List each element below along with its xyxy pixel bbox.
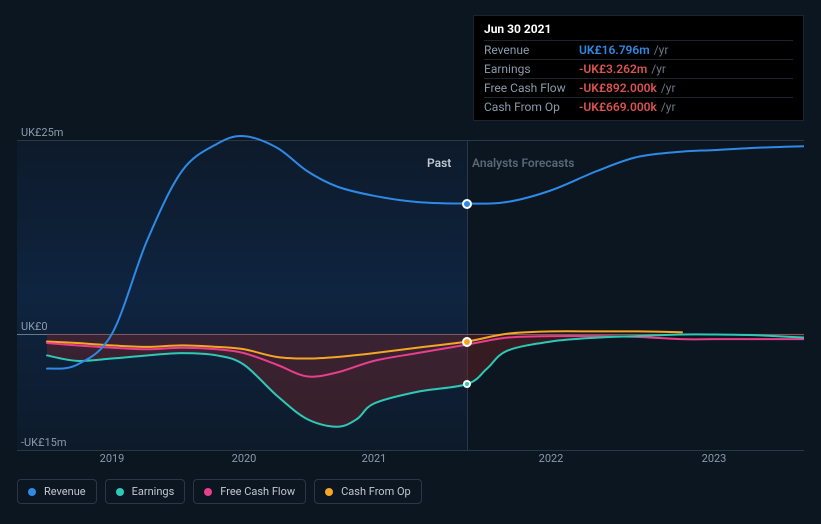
tooltip-row-label: Cash From Op	[484, 100, 579, 114]
legend-item-earnings[interactable]: Earnings	[105, 479, 186, 504]
tooltip-row-label: Revenue	[484, 43, 579, 57]
legend-dot-icon	[116, 488, 124, 496]
financial-chart: Past Analysts Forecasts UK£25m UK£0 -UK£15…	[17, 10, 804, 500]
tooltip-row-unit: /yr	[661, 81, 676, 95]
x-axis-label: 2021	[362, 452, 387, 465]
x-axis-label: 2022	[539, 452, 564, 465]
y-axis-label: -UK£15m	[21, 436, 66, 449]
x-axis-label: 2019	[100, 452, 125, 465]
legend-item-cash-from-op[interactable]: Cash From Op	[314, 479, 422, 504]
tooltip-row: Cash From Op-UK£669.000k/yr	[484, 97, 793, 116]
tooltip-row-label: Earnings	[484, 62, 579, 76]
x-axis-label: 2023	[702, 452, 727, 465]
data-tooltip: Jun 30 2021 RevenueUK£16.796m/yrEarnings…	[473, 15, 804, 121]
past-region-shade	[17, 140, 467, 450]
gridline	[17, 140, 804, 141]
tooltip-row-label: Free Cash Flow	[484, 81, 579, 95]
forecast-label: Analysts Forecasts	[472, 156, 574, 170]
marker-cfo	[462, 337, 472, 347]
y-axis-label: UK£25m	[21, 126, 63, 139]
tooltip-row: Free Cash Flow-UK£892.000k/yr	[484, 78, 793, 97]
legend-item-revenue[interactable]: Revenue	[17, 479, 97, 504]
legend-item-free-cash-flow[interactable]: Free Cash Flow	[193, 479, 306, 504]
tooltip-row-value: -UK£892.000k	[579, 81, 657, 95]
past-label: Past	[427, 156, 451, 170]
legend-dot-icon	[28, 488, 36, 496]
tooltip-row-unit: /yr	[651, 62, 666, 76]
tooltip-row: Earnings-UK£3.262m/yr	[484, 59, 793, 78]
tooltip-row-unit: /yr	[654, 43, 669, 57]
gridline	[17, 334, 804, 335]
gridline	[17, 450, 804, 451]
tooltip-row-unit: /yr	[661, 100, 676, 114]
legend-label: Cash From Op	[341, 485, 411, 498]
tooltip-row: RevenueUK£16.796m/yr	[484, 40, 793, 59]
tooltip-row-value: -UK£3.262m	[579, 62, 647, 76]
legend-label: Free Cash Flow	[220, 485, 295, 498]
x-axis-label: 2020	[232, 452, 257, 465]
legend-dot-icon	[204, 488, 212, 496]
tooltip-row-value: UK£16.796m	[579, 43, 650, 57]
legend-dot-icon	[325, 488, 333, 496]
legend: Revenue Earnings Free Cash Flow Cash From O…	[17, 479, 422, 504]
tooltip-row-value: -UK£669.000k	[579, 100, 657, 114]
legend-label: Revenue	[44, 485, 86, 498]
past-forecast-divider	[467, 140, 468, 450]
tooltip-date: Jun 30 2021	[484, 22, 793, 40]
marker-revenue	[462, 199, 472, 209]
y-axis-label: UK£0	[21, 320, 48, 333]
marker-earnings	[463, 380, 471, 388]
legend-label: Earnings	[132, 485, 175, 498]
